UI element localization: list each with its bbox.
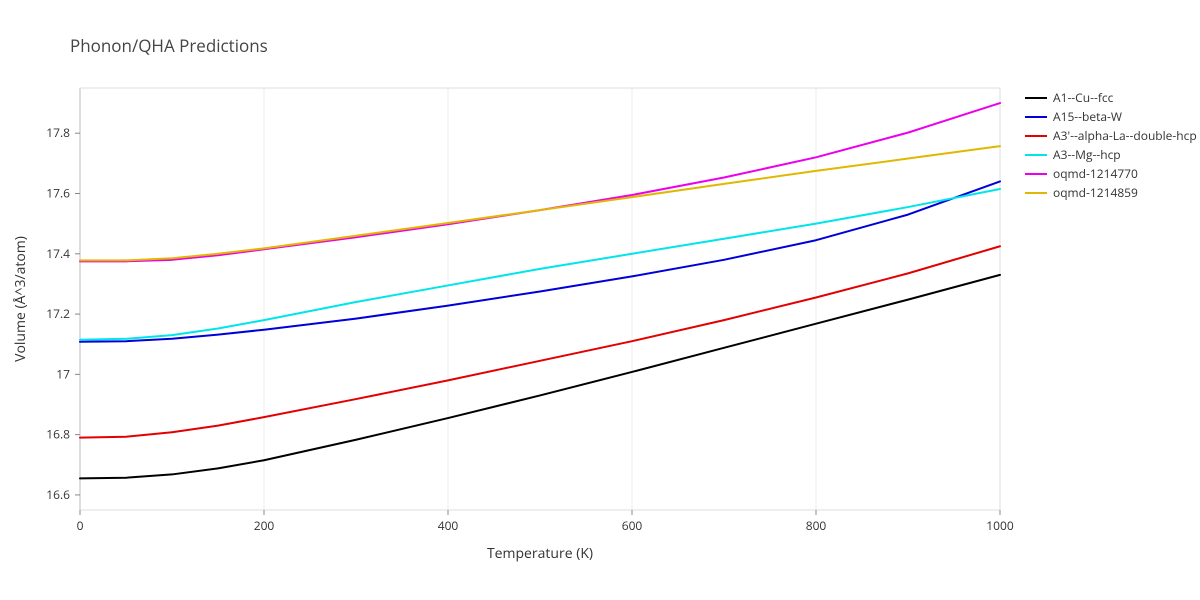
legend-label: oqmd-1214770 (1053, 165, 1138, 182)
series-line (80, 103, 1000, 261)
x-tick-label: 0 (77, 517, 84, 534)
legend-label: A3--Mg--hcp (1053, 146, 1121, 163)
legend-swatch (1025, 135, 1047, 137)
legend-item[interactable]: A3'--alpha-La--double-hcp (1025, 126, 1197, 145)
series-line (80, 146, 1000, 260)
legend-item[interactable]: oqmd-1214859 (1025, 183, 1197, 202)
legend-label: oqmd-1214859 (1053, 184, 1138, 201)
x-tick-label: 800 (806, 517, 827, 534)
legend-item[interactable]: A3--Mg--hcp (1025, 145, 1197, 164)
legend-item[interactable]: A15--beta-W (1025, 107, 1197, 126)
legend-swatch (1025, 173, 1047, 175)
chart-plot-svg: 0 200 400 600 800 1000 16.6 16.8 17 17.2 17.4 17.6 1… (0, 0, 1200, 600)
y-tick-label: 17.8 (46, 124, 70, 141)
y-tick-label: 16.8 (46, 426, 70, 443)
chart-container: { "chart": { "type": "line", "title": "P… (0, 0, 1200, 600)
legend-item[interactable]: oqmd-1214770 (1025, 164, 1197, 183)
series-line (80, 189, 1000, 340)
y-tick-label: 16.6 (46, 486, 70, 503)
y-tick-label: 17.4 (46, 245, 70, 262)
legend-swatch (1025, 154, 1047, 156)
series-line (80, 275, 1000, 478)
legend-swatch (1025, 192, 1047, 194)
x-axis-label: Temperature (K) (487, 544, 593, 563)
legend-item[interactable]: A1--Cu--fcc (1025, 88, 1197, 107)
legend-swatch (1025, 97, 1047, 99)
series-line (80, 246, 1000, 437)
y-axis-label: Volume (Å^3/atom) (11, 236, 30, 362)
legend-label: A15--beta-W (1053, 108, 1122, 125)
legend-label: A3'--alpha-La--double-hcp (1053, 127, 1197, 144)
legend-swatch (1025, 116, 1047, 118)
y-tick-label: 17.6 (46, 185, 70, 202)
x-tick-label: 400 (438, 517, 459, 534)
x-tick-label: 1000 (986, 517, 1014, 534)
x-tick-label: 600 (622, 517, 643, 534)
chart-legend: A1--Cu--fcc A15--beta-W A3'--alpha-La--dou… (1025, 88, 1197, 202)
legend-label: A1--Cu--fcc (1053, 89, 1113, 106)
series-line (80, 181, 1000, 341)
y-tick-label: 17 (56, 365, 70, 382)
y-tick-label: 17.2 (46, 305, 70, 322)
x-tick-label: 200 (254, 517, 275, 534)
